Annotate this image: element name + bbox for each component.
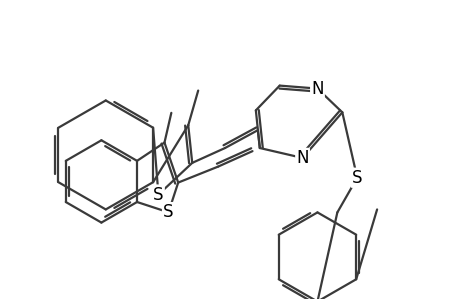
Text: S: S: [163, 203, 174, 221]
Text: S: S: [351, 169, 362, 187]
Text: S: S: [153, 186, 163, 204]
Text: N: N: [296, 149, 308, 167]
Text: N: N: [311, 80, 323, 98]
